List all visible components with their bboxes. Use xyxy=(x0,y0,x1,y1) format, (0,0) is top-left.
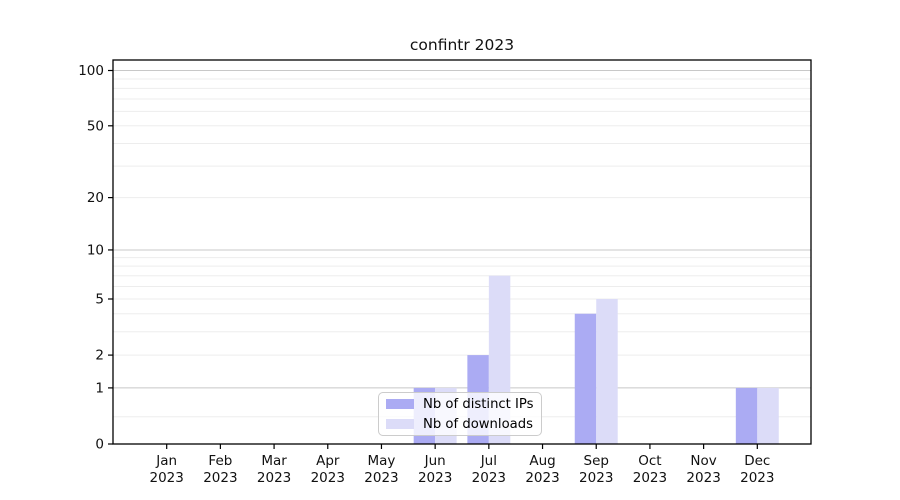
bar-distinct-ips xyxy=(574,313,597,444)
x-tick-label-month: May xyxy=(368,453,396,469)
y-tick-label: 20 xyxy=(87,190,104,206)
x-tick-label-year: 2023 xyxy=(364,470,398,486)
y-tick-label: 100 xyxy=(78,63,104,79)
x-tick-label-month: Feb xyxy=(208,453,232,469)
x-tick-label-month: Sep xyxy=(584,453,609,469)
legend-label-downloads: Nb of downloads xyxy=(423,416,533,432)
x-tick-label-year: 2023 xyxy=(525,470,559,486)
x-tick-label-year: 2023 xyxy=(418,470,452,486)
bar-distinct-ips xyxy=(735,387,758,444)
legend-swatch-distinct-ips xyxy=(386,399,414,409)
x-tick-label-year: 2023 xyxy=(740,470,774,486)
legend-swatch-downloads xyxy=(386,419,414,429)
y-tick-label: 1 xyxy=(95,380,104,396)
legend-item-downloads: Nb of downloads xyxy=(386,416,534,432)
bar-downloads xyxy=(596,298,618,444)
x-tick-label-year: 2023 xyxy=(311,470,345,486)
chart-title: confintr 2023 xyxy=(409,36,515,54)
x-tick-label-year: 2023 xyxy=(633,470,667,486)
x-tick-label-year: 2023 xyxy=(203,470,237,486)
x-tick-label-month: Aug xyxy=(529,453,555,469)
x-tick-label-month: Dec xyxy=(744,453,770,469)
x-tick-label-month: Apr xyxy=(316,453,340,469)
legend-label-distinct-ips: Nb of distinct IPs xyxy=(423,396,534,412)
x-tick-label-year: 2023 xyxy=(257,470,291,486)
x-tick-label-year: 2023 xyxy=(579,470,613,486)
x-tick-label-month: Jan xyxy=(155,453,177,469)
legend-item-distinct-ips: Nb of distinct IPs xyxy=(386,396,534,412)
x-tick-label-month: Jun xyxy=(424,453,446,469)
legend: Nb of distinct IPs Nb of downloads xyxy=(378,392,542,436)
x-tick-label-month: Oct xyxy=(638,453,661,469)
bar-downloads xyxy=(757,387,779,444)
x-tick-label-month: Nov xyxy=(690,453,716,469)
x-tick-label-year: 2023 xyxy=(686,470,720,486)
x-tick-label-year: 2023 xyxy=(150,470,184,486)
x-tick-label-month: Mar xyxy=(261,453,287,469)
x-tick-label-year: 2023 xyxy=(472,470,506,486)
y-tick-label: 0 xyxy=(95,437,104,453)
y-tick-label: 2 xyxy=(95,348,104,364)
plot-frame xyxy=(112,59,812,445)
y-tick-label: 10 xyxy=(87,242,104,258)
x-tick-label-month: Jul xyxy=(480,453,497,469)
y-tick-label: 50 xyxy=(87,118,104,134)
y-tick-label: 5 xyxy=(95,291,104,307)
